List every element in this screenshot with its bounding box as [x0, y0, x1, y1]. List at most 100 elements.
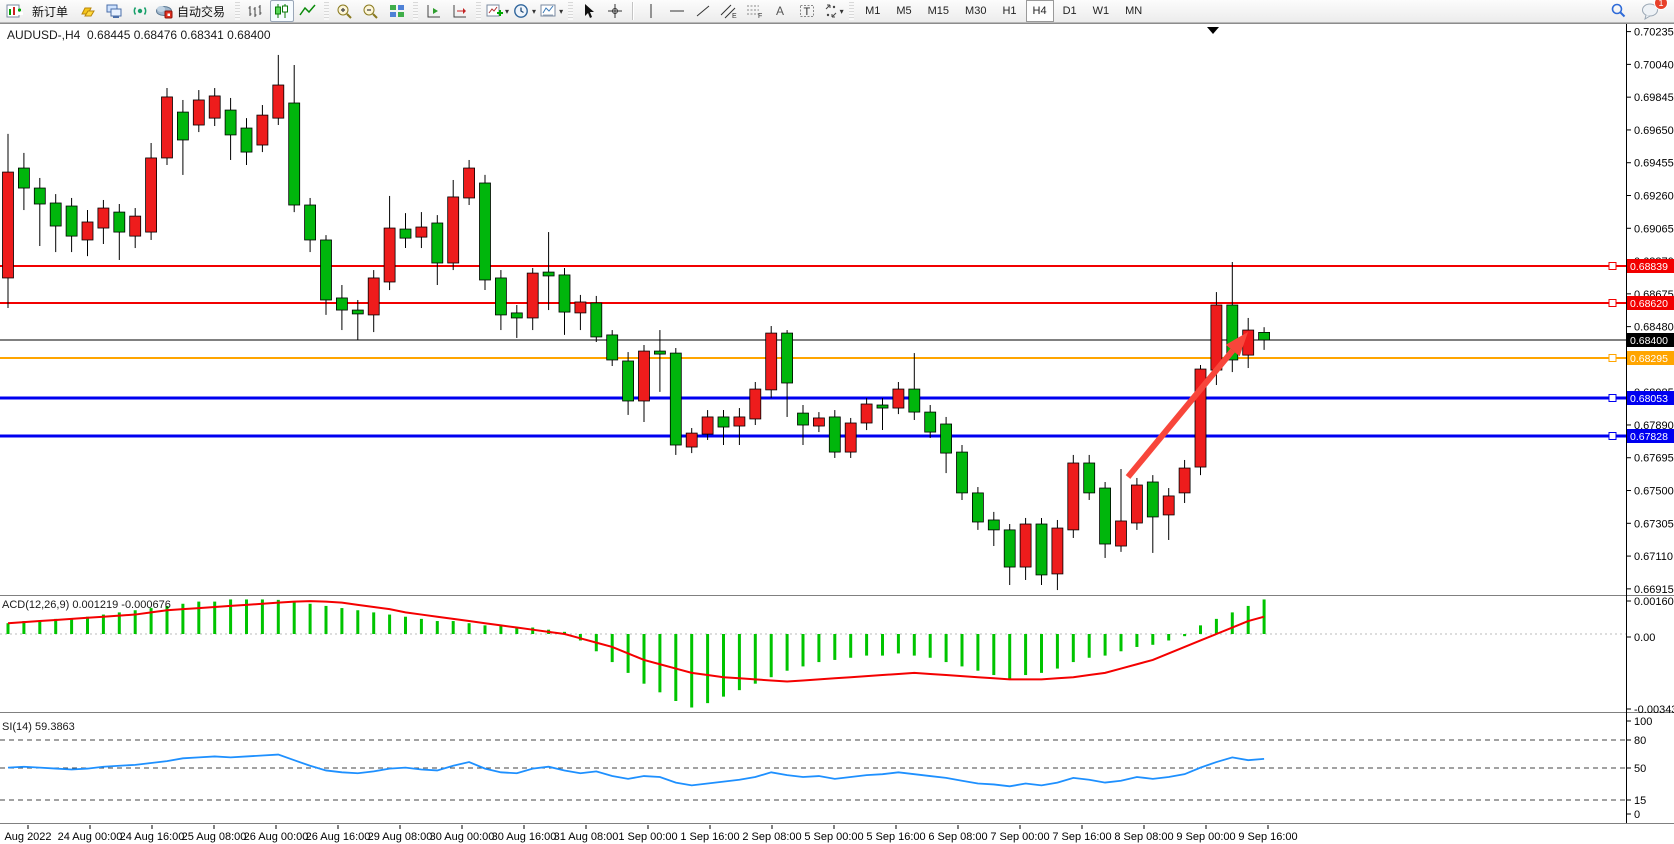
templates-button[interactable]: ▾ — [539, 0, 564, 22]
level-handle[interactable] — [1608, 262, 1617, 270]
bar-chart-mode-button[interactable] — [244, 0, 268, 22]
candle — [145, 157, 158, 233]
notifications-button[interactable]: 1 — [1639, 0, 1668, 22]
svg-text:T: T — [804, 6, 811, 18]
search-button[interactable] — [1606, 0, 1630, 22]
rsi-tick-label: 0 — [1634, 809, 1640, 821]
candle — [590, 302, 603, 338]
candle — [717, 416, 730, 428]
auto-scroll-button[interactable] — [448, 0, 472, 22]
price-tick-label: 0.69845 — [1634, 92, 1674, 104]
zoom-in-button[interactable] — [333, 0, 357, 22]
trendline-tool-button[interactable] — [691, 0, 715, 22]
candle — [240, 127, 253, 153]
rsi-tick-label: 50 — [1634, 763, 1646, 775]
text-tool-button[interactable]: A — [769, 0, 793, 22]
level-handle[interactable] — [1608, 354, 1617, 362]
periods-button[interactable]: ▾ — [512, 0, 537, 22]
terminals-button[interactable] — [102, 0, 126, 22]
timeframe-button-m1[interactable]: M1 — [865, 5, 881, 17]
timeframe-button-m5[interactable]: M5 — [896, 5, 912, 17]
candle — [765, 332, 778, 391]
candle — [1099, 487, 1111, 545]
new-chart-icon — [6, 4, 23, 18]
time-axis-label: 9 Sep 16:00 — [1238, 831, 1297, 843]
level-handle[interactable] — [1608, 432, 1617, 440]
timeframe-button-h1[interactable]: H1 — [1002, 5, 1017, 17]
macd-tick-label: 0.00 — [1634, 632, 1655, 644]
notification-badge: 1 — [1654, 0, 1668, 10]
candle — [797, 412, 809, 426]
autotrade-label: 自动交易 — [177, 4, 226, 19]
ohlc-values: 0.68445 0.68476 0.68341 0.68400 — [87, 28, 271, 42]
vertical-line-tool-button[interactable] — [639, 0, 663, 22]
horizontal-line-tool-button[interactable] — [665, 0, 689, 22]
candlestick-mode-button[interactable] — [270, 0, 295, 22]
fibonacci-tool-button[interactable]: F — [743, 0, 767, 22]
zoom-out-icon — [363, 4, 378, 19]
candle — [685, 432, 698, 448]
trend-arrow-shaft[interactable] — [1125, 348, 1236, 479]
level-handle[interactable] — [1608, 394, 1617, 402]
tile-windows-button[interactable] — [385, 0, 409, 22]
crosshair-tool-button[interactable] — [603, 0, 627, 22]
market-watch-button[interactable] — [76, 0, 100, 22]
arrows-tool-button[interactable]: ▾ — [821, 0, 845, 22]
time-axis-label: 26 Aug 00:00 — [244, 831, 309, 843]
timeframe-button-h4[interactable]: H4 — [1025, 0, 1054, 22]
candle — [65, 205, 78, 237]
candle — [1003, 529, 1016, 568]
candle — [351, 309, 364, 315]
time-axis-label: 26 Aug 16:00 — [306, 831, 371, 843]
symbol-period-label: AUDUSD-,H4 — [7, 28, 81, 42]
time-axis-label: Aug 2022 — [4, 831, 51, 843]
time-axis-label: 29 Aug 08:00 — [368, 831, 433, 843]
auto-scroll-icon — [453, 5, 467, 18]
timeframe-button-m30[interactable]: M30 — [965, 5, 987, 17]
new-order-button[interactable]: 新订单 — [29, 0, 74, 22]
toolbar-grip — [413, 2, 419, 20]
timeframe-button-mn[interactable]: MN — [1125, 5, 1143, 17]
timeframe-button-w1[interactable]: W1 — [1092, 5, 1110, 17]
candle — [2, 171, 14, 279]
candle — [1051, 527, 1064, 575]
time-axis-label: 9 Sep 00:00 — [1176, 831, 1235, 843]
gold-bars-icon — [81, 7, 95, 17]
cursor-tool-button[interactable] — [577, 0, 601, 22]
channel-tool-button[interactable]: E — [717, 0, 741, 22]
autotrade-button[interactable]: 自动交易 — [154, 0, 231, 22]
candle — [669, 352, 682, 446]
time-axis-label: 30 Aug 00:00 — [430, 831, 495, 843]
price-tick-label: 0.67305 — [1634, 518, 1674, 530]
level-price-label: 0.68839 — [1630, 261, 1668, 273]
zoom-out-button[interactable] — [359, 0, 383, 22]
text-label-tool-button[interactable]: T — [795, 0, 819, 22]
timeframe-button-d1[interactable]: D1 — [1062, 5, 1077, 17]
candle — [924, 411, 937, 433]
candlestick-icon — [275, 4, 289, 18]
chart-shift-button[interactable] — [422, 0, 446, 22]
price-tick-label: 0.67695 — [1634, 453, 1674, 465]
trend-arrow-head[interactable] — [1225, 332, 1248, 357]
candle — [749, 388, 762, 420]
rsi-line — [7, 753, 1265, 788]
signals-button[interactable] — [128, 0, 152, 22]
line-chart-mode-button[interactable] — [296, 0, 320, 22]
periods-dropdown-caret: ▾ — [532, 6, 537, 16]
equidistant-channel-icon: E — [720, 4, 737, 19]
candle — [972, 492, 984, 523]
price-tick-label: 0.69455 — [1634, 158, 1674, 170]
cursor-icon — [585, 4, 595, 18]
candle — [208, 95, 221, 119]
level-handle[interactable] — [1608, 299, 1617, 307]
new-chart-button[interactable] — [3, 0, 27, 22]
macd-name: ACD(12,26,9) — [2, 599, 70, 611]
indicators-button[interactable]: ▾ — [485, 0, 510, 22]
candle — [1146, 481, 1159, 518]
chat-bubble-icon — [1642, 3, 1658, 20]
timeframe-button-m15[interactable]: M15 — [927, 5, 950, 17]
candle — [463, 167, 476, 199]
time-axis-label: 1 Sep 16:00 — [680, 831, 739, 843]
candle — [908, 388, 921, 413]
